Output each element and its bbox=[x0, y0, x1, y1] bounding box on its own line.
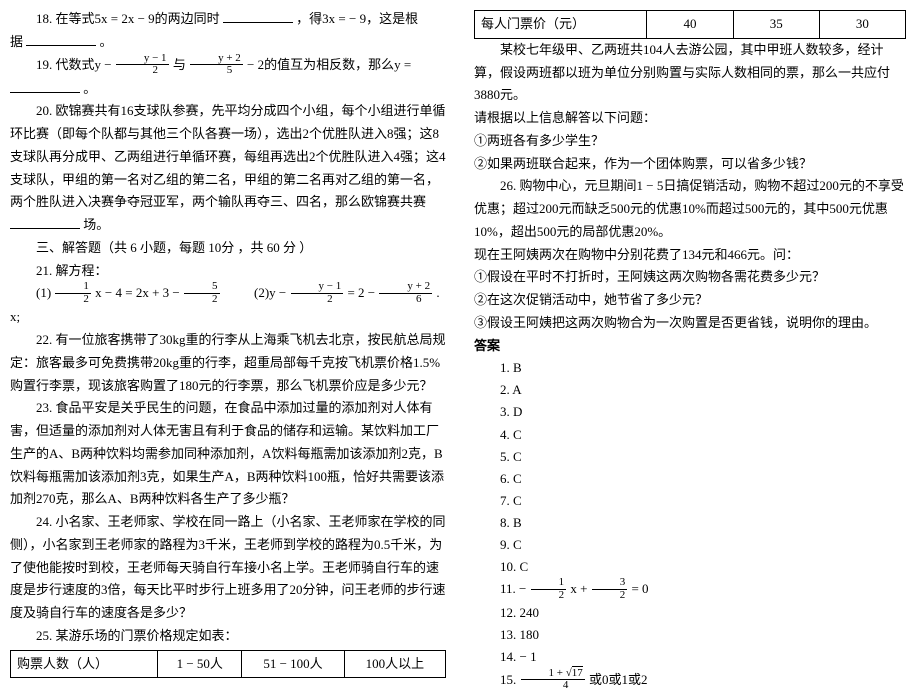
q26-d: ②在这次促销活动中，她节省了多少元？ bbox=[474, 289, 906, 312]
a11-frac2: 3 2 bbox=[592, 577, 628, 601]
q25-para-a: 某校七年级甲、乙两班共104人去游公园，其中甲班人数较多，经计算，假设两班都以班… bbox=[474, 39, 906, 107]
eq1-frac2: 5 2 bbox=[184, 281, 220, 305]
ans-4: 4. C bbox=[474, 424, 906, 446]
ans-14: 14. − 1 bbox=[474, 646, 906, 668]
q18-text-b: ，得3x = − 9，这是根 bbox=[296, 11, 418, 26]
right-column: 每人门票价（元） 40 35 30 某校七年级甲、乙两班共104人去游公园，其中… bbox=[460, 0, 920, 651]
a11-b: x + bbox=[570, 581, 587, 596]
q21-equations: (1) 1 2 x − 4 = 2x + 3 − 5 2 x; (2)y − y… bbox=[10, 282, 446, 329]
eq2-frac2: y + 2 6 bbox=[379, 281, 432, 305]
q25: 25. 某游乐场的门票价格规定如表： bbox=[10, 625, 446, 648]
ans-3: 3. D bbox=[474, 401, 906, 423]
eq1-c: x; bbox=[10, 309, 20, 324]
eq1: (1) 1 2 x − 4 = 2x + 3 − 5 2 x; bbox=[10, 282, 228, 329]
q24: 24. 小名家、王老师家、学校在同一路上（小名家、王老师家在学校的同侧），小名家… bbox=[10, 511, 446, 625]
q20-text: 20. 欧锦赛共有16支球队参赛，先平均分成四个小组，每个小组进行单循环比赛（即… bbox=[10, 103, 446, 209]
tbl2-c2: 35 bbox=[733, 11, 819, 39]
a11-frac1: 1 2 bbox=[531, 577, 567, 601]
table-row: 每人门票价（元） 40 35 30 bbox=[475, 11, 906, 39]
section-3-heading: 三、解答题（共 6 小题，每题 10分 ，共 60 分 ） bbox=[10, 237, 446, 260]
ans-9: 9. C bbox=[474, 534, 906, 556]
q25-para-d: ②如果两班联合起来，作为一个团体购票，可以省多少钱？ bbox=[474, 153, 906, 176]
a11-c: = 0 bbox=[631, 581, 648, 596]
ans-10: 10. C bbox=[474, 556, 906, 578]
ans-13: 13. 180 bbox=[474, 624, 906, 646]
q25-para-b: 请根据以上信息解答以下问题： bbox=[474, 107, 906, 130]
ans-8: 8. B bbox=[474, 512, 906, 534]
q26-a: 26. 购物中心，元旦期间1 − 5日搞促销活动，购物不超过200元的不享受优惠… bbox=[474, 175, 906, 243]
tbl1-c0: 购票人数（人） bbox=[11, 650, 158, 678]
tbl2-c3: 30 bbox=[819, 11, 905, 39]
q26-b: 现在王阿姨两次在购物中分别花费了134元和466元。问： bbox=[474, 244, 906, 267]
a15-a: 15. bbox=[500, 672, 516, 687]
ans-6: 6. C bbox=[474, 468, 906, 490]
q19: 19. 代数式y − y − 1 2 与 y + 2 5 − 2的值互为相反数，… bbox=[10, 54, 446, 78]
a11-a: 11. − bbox=[500, 581, 526, 596]
q26-c: ①假设在平时不打折时，王阿姨这两次购物各需花费多少元？ bbox=[474, 266, 906, 289]
q18-text-a: 18. 在等式5x = 2x − 9的两边同时 bbox=[36, 11, 220, 26]
q26-e: ③假设王阿姨把这两次购物合为一次购置是否更省钱，说明你的理由。 bbox=[474, 312, 906, 335]
ans-1: 1. B bbox=[474, 357, 906, 379]
ans-5: 5. C bbox=[474, 446, 906, 468]
ans-2: 2. A bbox=[474, 379, 906, 401]
q18-blank-2 bbox=[26, 33, 96, 46]
q19-frac2: y + 2 5 bbox=[190, 53, 243, 77]
tbl2-c0: 每人门票价（元） bbox=[475, 11, 647, 39]
q19-b: 与 bbox=[173, 57, 186, 72]
a15-b: 或0或1或2 bbox=[589, 672, 648, 687]
eq1-a: (1) bbox=[36, 285, 51, 300]
q23: 23. 食品平安是关乎民生的问题，在食品中添加过量的添加剂对人体有害，但适量的添… bbox=[10, 397, 446, 511]
eq2-c: . bbox=[436, 285, 439, 300]
table-row: 购票人数（人） 1 − 50人 51 − 100人 100人以上 bbox=[11, 650, 446, 678]
a15-num: 1 + √17 bbox=[521, 668, 585, 681]
q18-line2: 据 。 bbox=[10, 31, 446, 54]
eq2: (2)y − y − 1 2 = 2 − y + 2 6 . bbox=[228, 282, 446, 329]
eq2-b: = 2 − bbox=[347, 285, 375, 300]
q20: 20. 欧锦赛共有16支球队参赛，先平均分成四个小组，每个小组进行单循环比赛（即… bbox=[10, 100, 446, 237]
q19-line2: 。 bbox=[10, 78, 446, 101]
tbl1-c2: 51 − 100人 bbox=[242, 650, 344, 678]
q18: 18. 在等式5x = 2x − 9的两边同时 ，得3x = − 9，这是根 bbox=[10, 8, 446, 31]
ans-15: 15. 1 + √17 4 或0或1或2 bbox=[474, 669, 906, 693]
q20-b: 场。 bbox=[83, 217, 109, 232]
left-column: 18. 在等式5x = 2x − 9的两边同时 ，得3x = − 9，这是根 据… bbox=[0, 0, 460, 651]
q19-blank bbox=[10, 80, 80, 93]
eq1-b: x − 4 = 2x + 3 − bbox=[95, 285, 180, 300]
q19-c: − 2的值互为相反数，那么y = bbox=[247, 57, 411, 72]
answers-heading: 答案 bbox=[474, 335, 906, 358]
q19-a: 19. 代数式y − bbox=[36, 57, 112, 72]
eq2-frac1: y − 1 2 bbox=[291, 281, 344, 305]
ans-7: 7. C bbox=[474, 490, 906, 512]
eq2-a: (2)y − bbox=[254, 285, 286, 300]
tbl1-c3: 100人以上 bbox=[344, 650, 445, 678]
ticket-table-top: 每人门票价（元） 40 35 30 bbox=[474, 10, 906, 39]
tbl2-c1: 40 bbox=[647, 11, 733, 39]
q18-blank-1 bbox=[223, 10, 293, 23]
q20-blank bbox=[10, 216, 80, 229]
ans-11: 11. − 1 2 x + 3 2 = 0 bbox=[474, 578, 906, 602]
eq1-frac1: 1 2 bbox=[55, 281, 91, 305]
q21: 21. 解方程： bbox=[10, 260, 446, 283]
ticket-table-bottom: 购票人数（人） 1 − 50人 51 − 100人 100人以上 bbox=[10, 650, 446, 679]
tbl1-c1: 1 − 50人 bbox=[158, 650, 242, 678]
q19-d: 。 bbox=[83, 81, 96, 96]
ans-12: 12. 240 bbox=[474, 602, 906, 624]
a15-frac: 1 + √17 4 bbox=[521, 668, 585, 692]
q22: 22. 有一位旅客携带了30kg重的行李从上海乘飞机去北京，按民航总局规定：旅客… bbox=[10, 329, 446, 397]
answers-block: 1. B 2. A 3. D 4. C 5. C 6. C 7. C 8. B … bbox=[474, 357, 906, 692]
q18-text-d: 。 bbox=[100, 34, 113, 49]
q19-frac1: y − 1 2 bbox=[116, 53, 169, 77]
q25-para-c: ①两班各有多少学生？ bbox=[474, 130, 906, 153]
q18-text-c: 据 bbox=[10, 34, 23, 49]
